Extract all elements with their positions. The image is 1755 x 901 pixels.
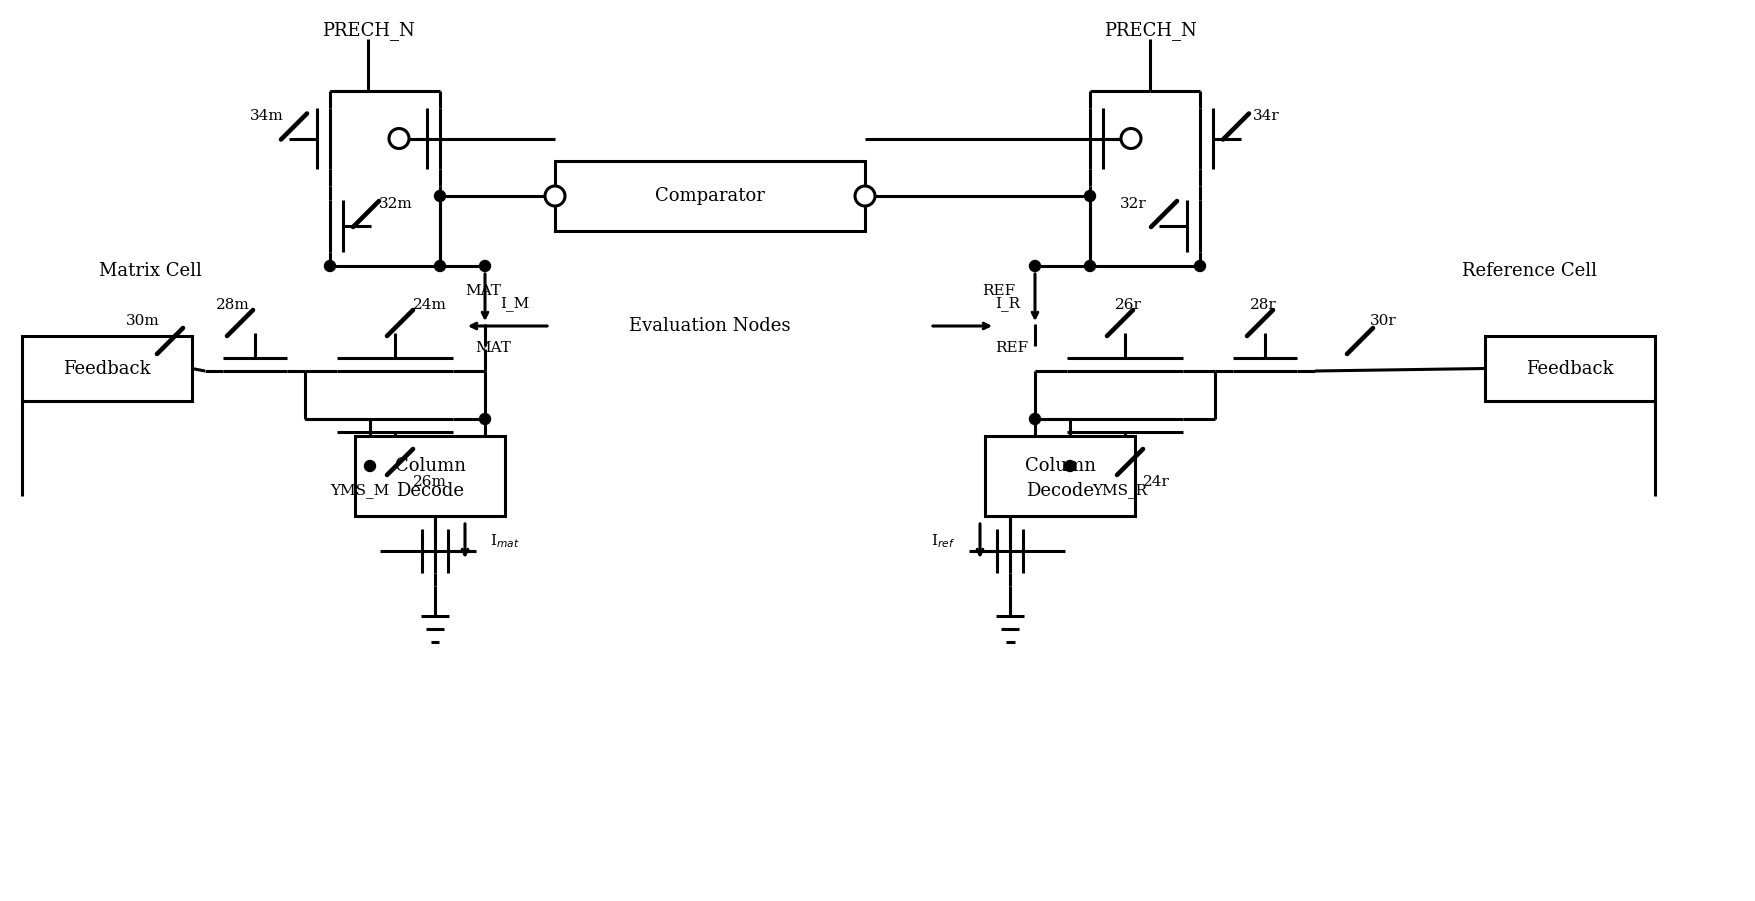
Text: 26m: 26m — [412, 475, 446, 489]
Bar — [355, 436, 505, 516]
Bar — [23, 336, 191, 401]
Text: REF: REF — [995, 341, 1027, 355]
Text: 34m: 34m — [251, 110, 284, 123]
Text: Comparator: Comparator — [655, 187, 765, 205]
Circle shape — [1064, 460, 1074, 471]
Circle shape — [1120, 129, 1141, 149]
Circle shape — [1193, 260, 1206, 271]
Circle shape — [1085, 190, 1095, 202]
Circle shape — [479, 260, 490, 271]
Text: 30m: 30m — [126, 314, 160, 328]
Circle shape — [544, 186, 565, 206]
Text: MAT: MAT — [465, 284, 500, 298]
Text: YMS_M: YMS_M — [330, 484, 390, 498]
Circle shape — [1028, 260, 1041, 271]
Circle shape — [390, 129, 409, 149]
Circle shape — [1085, 260, 1095, 271]
Bar — [555, 161, 865, 231]
Text: 28r: 28r — [1250, 298, 1276, 312]
Text: Decode: Decode — [397, 482, 463, 500]
Text: YMS_R: YMS_R — [1092, 484, 1148, 498]
Text: 34r: 34r — [1253, 110, 1279, 123]
Text: I_R: I_R — [995, 296, 1020, 312]
Text: Decode: Decode — [1025, 482, 1093, 500]
Circle shape — [855, 186, 874, 206]
Text: I_M: I_M — [500, 296, 528, 312]
Text: 24m: 24m — [412, 298, 446, 312]
Text: 32r: 32r — [1120, 197, 1146, 211]
Text: Column: Column — [1023, 457, 1095, 475]
Bar — [985, 436, 1134, 516]
Text: Evaluation Nodes: Evaluation Nodes — [628, 317, 790, 335]
Circle shape — [433, 260, 446, 271]
Circle shape — [1028, 414, 1041, 424]
Text: 30r: 30r — [1369, 314, 1395, 328]
Text: Feedback: Feedback — [63, 359, 151, 378]
Text: 26r: 26r — [1114, 298, 1141, 312]
Text: PRECH_N: PRECH_N — [1102, 22, 1195, 41]
Circle shape — [479, 414, 490, 424]
Text: REF: REF — [981, 284, 1014, 298]
Circle shape — [433, 190, 446, 202]
Text: Reference Cell: Reference Cell — [1462, 262, 1597, 280]
Text: 32m: 32m — [379, 197, 412, 211]
Text: Feedback: Feedback — [1525, 359, 1613, 378]
Bar — [1485, 336, 1653, 401]
Text: I$_{ref}$: I$_{ref}$ — [930, 532, 955, 550]
Text: 28m: 28m — [216, 298, 249, 312]
Text: 24r: 24r — [1143, 475, 1169, 489]
Text: MAT: MAT — [476, 341, 511, 355]
Text: I$_{mat}$: I$_{mat}$ — [490, 532, 519, 550]
Text: Matrix Cell: Matrix Cell — [98, 262, 202, 280]
Circle shape — [325, 260, 335, 271]
Text: Column: Column — [395, 457, 465, 475]
Circle shape — [365, 460, 376, 471]
Text: PRECH_N: PRECH_N — [321, 22, 414, 41]
